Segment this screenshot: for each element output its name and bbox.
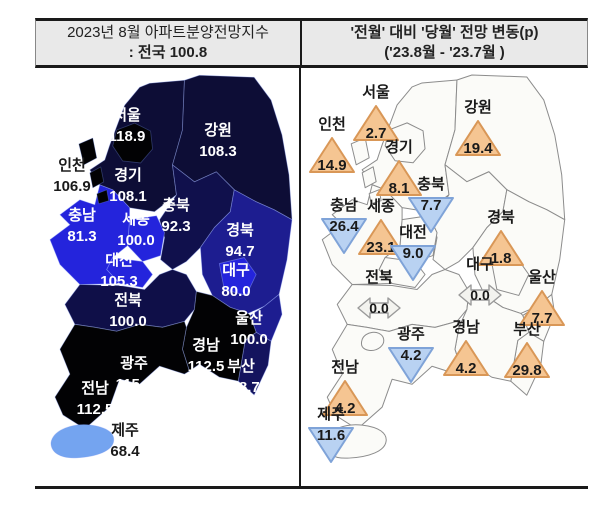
change-item-gwangju: 광주 4.2 [387,326,435,385]
change-triangle: 9.0 [389,243,437,283]
up-triangle-icon [519,290,565,326]
change-triangle: 11.6 [307,425,355,465]
up-triangle-icon [455,120,501,156]
index-map-panel: 서울 118.9 강원 108.3 인천 106.9 경기 108.1 충남 81.3 세… [35,68,299,486]
content-frame: 2023년 8월 아파트분양전망지수 : 전국 100.8 '전월' 대비 '당… [35,18,588,489]
up-triangle-icon [322,380,368,416]
down-triangle-icon [321,218,367,254]
change-arrow: 0.0 [355,288,403,328]
up-triangle-icon [478,230,524,266]
change-item-chungbuk: 충북 7.7 [407,176,455,235]
change-item-seoul: 서울 2.7 [352,84,400,143]
index-label-gyeongnam: 경남 112.5 [187,337,225,375]
index-label-jeonnam: 전남 112.5 [76,380,114,418]
change-item-gangwon: 강원 19.4 [454,99,502,158]
index-label-gangwon: 강원 108.3 [199,122,237,160]
index-label-gyeonggi: 경기 108.1 [109,167,147,205]
index-label-jeju: 제주 68.4 [110,422,140,460]
change-map-panel: 서울 2.7 강원 19.4 인천 14.9 경기 8.1 충남 26.4 [301,68,588,486]
change-map-title: '전월' 대비 '당월' 전망 변동(p) ('23.8월 - '23.7월 ) [302,21,587,65]
change-item-daegu: 대구 0.0 [456,256,504,315]
change-triangle: 4.2 [387,345,435,385]
down-triangle-icon [390,245,436,281]
change-title-line1: '전월' 대비 '당월' 전망 변동(p) [350,24,539,41]
down-triangle-icon [388,347,434,383]
change-item-incheon: 인천 14.9 [308,116,356,175]
down-triangle-icon [408,197,454,233]
change-triangle: 4.2 [442,338,490,378]
index-label-gwangju: 광주 115.8 [115,355,153,393]
up-triangle-icon [443,340,489,376]
change-item-gyeongnam: 경남 4.2 [442,319,490,378]
index-label-gyeongbuk: 경북 94.7 [225,222,255,260]
change-triangle: 4.2 [321,378,369,418]
down-triangle-icon [308,427,354,463]
change-triangle: 26.4 [320,216,368,256]
index-label-chungnam: 충남 81.3 [67,207,97,245]
flat-arrow-icon [458,284,502,306]
change-triangle: 14.9 [308,135,356,175]
flat-arrow-icon [357,297,401,319]
index-label-busan: 부산 108.7 [222,358,260,396]
change-item-gyeongbuk: 경북 1.8 [477,209,525,268]
index-label-daejeon: 대전 105.3 [100,252,138,290]
change-title-line2: ('23.8월 - '23.7월 ) [384,44,505,61]
up-triangle-icon [504,342,550,378]
change-item-gyeonggi: 경기 8.1 [375,139,423,198]
panel-divider [299,68,301,486]
change-triangle: 7.7 [407,195,455,235]
change-item-ulsan: 울산 7.7 [518,269,566,328]
change-item-jeonbuk: 전북 0.0 [355,269,403,328]
index-title-line1: 2023년 8월 아파트분양전망지수 [67,24,269,41]
change-item-jeju: 제주 11.6 [307,406,355,465]
change-item-busan: 부산 29.8 [503,321,551,380]
index-label-daegu: 대구 80.0 [221,262,251,300]
index-label-sejong: 세종 100.0 [117,211,155,249]
index-map-title: 2023년 8월 아파트분양전망지수 : 전국 100.8 [36,21,302,65]
index-label-chungbuk: 충북 92.3 [161,197,191,235]
change-triangle: 7.7 [518,288,566,328]
korea-index-map [49,74,293,459]
change-triangle: 8.1 [375,158,423,198]
change-item-jeonnam: 전남 4.2 [321,359,369,418]
index-title-line2: : 전국 100.8 [128,44,208,61]
index-label-seoul: 서울 118.9 [108,107,146,145]
change-triangle: 1.8 [477,228,525,268]
header: 2023년 8월 아파트분양전망지수 : 전국 100.8 '전월' 대비 '당… [35,18,588,68]
up-triangle-icon [376,160,422,196]
maps-body: 서울 118.9 강원 108.3 인천 106.9 경기 108.1 충남 81.3 세… [35,68,588,489]
change-item-daejeon: 대전 9.0 [389,224,437,283]
change-item-chungnam: 충남 26.4 [320,197,368,256]
change-triangle: 19.4 [454,118,502,158]
change-arrow: 0.0 [456,275,504,315]
index-label-incheon: 인천 106.9 [53,157,91,195]
up-triangle-icon [309,137,355,173]
index-label-ulsan: 울산 100.0 [230,310,268,348]
change-triangle: 2.7 [352,103,400,143]
change-triangle: 29.8 [503,340,551,380]
up-triangle-icon [353,105,399,141]
index-label-jeonbuk: 전북 100.0 [109,292,147,330]
